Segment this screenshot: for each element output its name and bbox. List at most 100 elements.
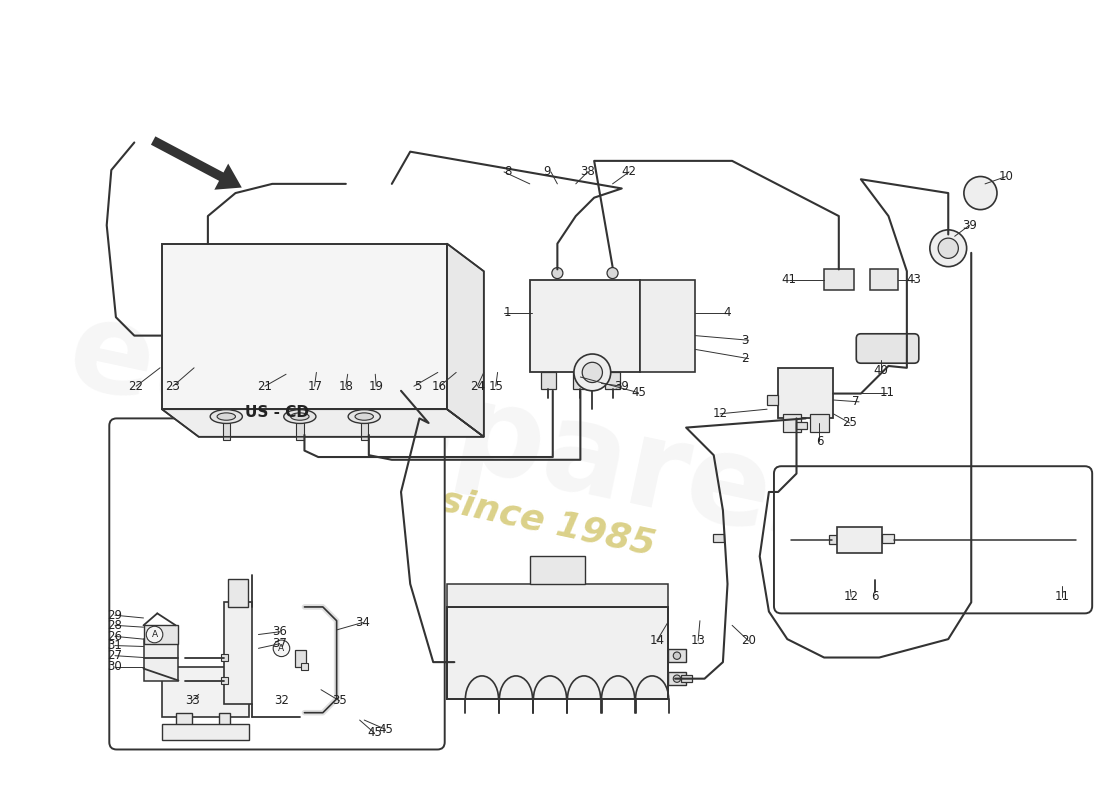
Bar bbox=[162, 244, 447, 409]
Bar bbox=[162, 666, 250, 718]
Bar bbox=[605, 373, 620, 389]
Circle shape bbox=[673, 652, 681, 659]
Text: 36: 36 bbox=[273, 626, 287, 638]
Text: 6: 6 bbox=[816, 435, 823, 448]
Text: 13: 13 bbox=[691, 634, 705, 647]
Text: 33: 33 bbox=[185, 694, 199, 707]
Text: 7: 7 bbox=[851, 395, 859, 408]
Text: 18: 18 bbox=[339, 380, 353, 393]
Text: 45: 45 bbox=[631, 386, 646, 399]
Bar bbox=[713, 534, 724, 542]
Bar bbox=[811, 414, 828, 432]
Text: 14: 14 bbox=[649, 634, 664, 647]
Bar bbox=[530, 281, 640, 373]
Text: 34: 34 bbox=[355, 616, 370, 629]
Bar bbox=[300, 663, 308, 670]
Bar bbox=[530, 556, 585, 584]
Text: 3: 3 bbox=[741, 334, 749, 346]
Text: 39: 39 bbox=[962, 218, 977, 232]
Bar bbox=[143, 639, 178, 681]
Bar bbox=[778, 368, 834, 418]
Text: 32: 32 bbox=[274, 694, 289, 707]
Circle shape bbox=[607, 267, 618, 278]
Polygon shape bbox=[447, 607, 668, 699]
Text: 35: 35 bbox=[332, 694, 346, 707]
Text: 29: 29 bbox=[108, 609, 122, 622]
Text: 43: 43 bbox=[906, 273, 922, 286]
Bar bbox=[296, 419, 304, 439]
Bar bbox=[668, 650, 686, 662]
Ellipse shape bbox=[217, 413, 235, 420]
Text: eurospares: eurospares bbox=[57, 291, 856, 574]
Bar bbox=[447, 584, 668, 607]
Ellipse shape bbox=[348, 410, 381, 423]
FancyBboxPatch shape bbox=[109, 418, 444, 750]
Bar bbox=[668, 672, 686, 685]
Circle shape bbox=[146, 626, 163, 643]
Text: 39: 39 bbox=[615, 380, 629, 393]
Bar bbox=[361, 419, 367, 439]
Text: 27: 27 bbox=[108, 649, 122, 662]
Text: 45: 45 bbox=[367, 726, 382, 739]
Text: 42: 42 bbox=[621, 166, 637, 178]
Text: 4: 4 bbox=[723, 306, 730, 319]
Bar bbox=[295, 650, 306, 666]
Ellipse shape bbox=[290, 413, 309, 420]
Bar bbox=[573, 373, 587, 389]
Text: 1: 1 bbox=[504, 306, 512, 319]
Text: 15: 15 bbox=[488, 380, 504, 393]
Text: A: A bbox=[152, 630, 157, 639]
Bar bbox=[541, 373, 556, 389]
Text: 12: 12 bbox=[844, 590, 859, 603]
Text: 41: 41 bbox=[781, 273, 796, 286]
Bar bbox=[221, 677, 228, 684]
Circle shape bbox=[273, 640, 289, 657]
Bar bbox=[681, 675, 692, 682]
Bar bbox=[228, 579, 249, 607]
Text: A: A bbox=[278, 644, 285, 653]
Text: 25: 25 bbox=[843, 417, 857, 430]
Bar bbox=[767, 395, 778, 405]
Bar bbox=[870, 270, 898, 290]
Text: US - CD: US - CD bbox=[245, 406, 309, 420]
Bar bbox=[219, 713, 230, 731]
Text: 2: 2 bbox=[741, 352, 749, 365]
Circle shape bbox=[574, 354, 611, 391]
Circle shape bbox=[582, 362, 603, 382]
Text: 16: 16 bbox=[432, 380, 447, 393]
Bar bbox=[824, 270, 854, 290]
Bar bbox=[222, 419, 230, 439]
Text: 21: 21 bbox=[257, 380, 273, 393]
Ellipse shape bbox=[210, 410, 242, 423]
Bar bbox=[176, 713, 192, 731]
Circle shape bbox=[673, 675, 681, 682]
Text: 37: 37 bbox=[273, 638, 287, 650]
Text: 22: 22 bbox=[129, 380, 143, 393]
Text: 24: 24 bbox=[470, 380, 485, 393]
Circle shape bbox=[938, 238, 958, 258]
Text: 45: 45 bbox=[378, 722, 393, 736]
Text: 8: 8 bbox=[504, 166, 512, 178]
Bar bbox=[221, 654, 228, 661]
Bar bbox=[162, 724, 250, 740]
Polygon shape bbox=[447, 244, 484, 437]
Text: 26: 26 bbox=[108, 630, 122, 643]
Text: 11: 11 bbox=[1054, 590, 1069, 603]
Bar bbox=[836, 527, 882, 553]
Text: 30: 30 bbox=[108, 660, 122, 674]
Bar bbox=[143, 626, 178, 644]
Ellipse shape bbox=[355, 413, 373, 420]
Bar bbox=[882, 534, 893, 543]
Circle shape bbox=[964, 177, 997, 210]
Text: 11: 11 bbox=[879, 386, 894, 399]
FancyBboxPatch shape bbox=[856, 334, 918, 363]
Text: 31: 31 bbox=[108, 639, 122, 652]
Bar bbox=[224, 602, 252, 703]
Ellipse shape bbox=[284, 410, 316, 423]
FancyArrow shape bbox=[153, 138, 240, 189]
Bar bbox=[795, 422, 806, 430]
FancyBboxPatch shape bbox=[774, 466, 1092, 614]
Text: 20: 20 bbox=[741, 634, 756, 647]
Text: 17: 17 bbox=[307, 380, 322, 393]
Text: 5: 5 bbox=[414, 380, 421, 393]
